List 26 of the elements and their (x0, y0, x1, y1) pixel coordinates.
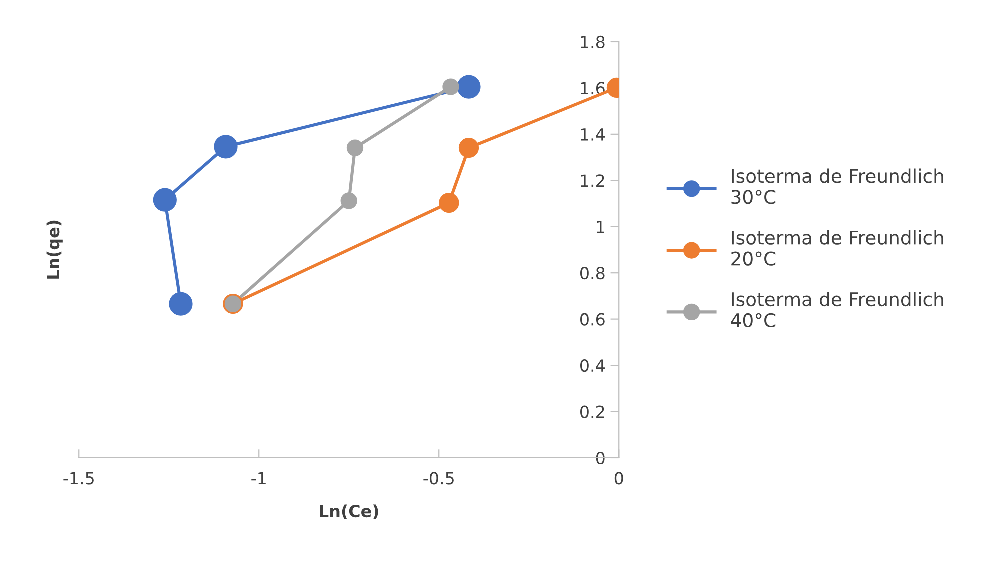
y-tick-label: 1.4 (581, 128, 605, 141)
x-tick-label: -1 (252, 472, 266, 485)
point (214, 135, 238, 159)
y-tick-label: 0.4 (580, 360, 605, 372)
point (458, 138, 480, 158)
y-tick-label: 1 (597, 221, 604, 234)
x-tick-label: 0 (614, 472, 624, 485)
legend-label: Isoterma de Freundlich 40°C (731, 292, 944, 328)
x-tick-label: -0.5 (424, 472, 454, 485)
point (169, 292, 193, 316)
point (153, 188, 177, 212)
x-axis-title: Ln(Ce) (320, 504, 378, 520)
point (439, 192, 460, 214)
y-tick-label: 1.8 (581, 36, 605, 49)
y-tick-label: 0.6 (580, 313, 605, 326)
point (346, 140, 364, 156)
legend-label: Isoterma de Freundlich 20°C (732, 230, 944, 266)
point (340, 192, 358, 210)
y-tick-label: 1.2 (581, 174, 604, 187)
y-axis-title: Ln(qe) (46, 220, 63, 279)
legend-label: Isoterma de Freundlich 30°C (732, 168, 944, 204)
point (442, 78, 460, 96)
y-tick-label: 0.8 (580, 267, 605, 280)
point (457, 75, 481, 99)
y-tick-label: 0.2 (580, 406, 604, 418)
x-tick-label: -1.5 (64, 472, 94, 485)
